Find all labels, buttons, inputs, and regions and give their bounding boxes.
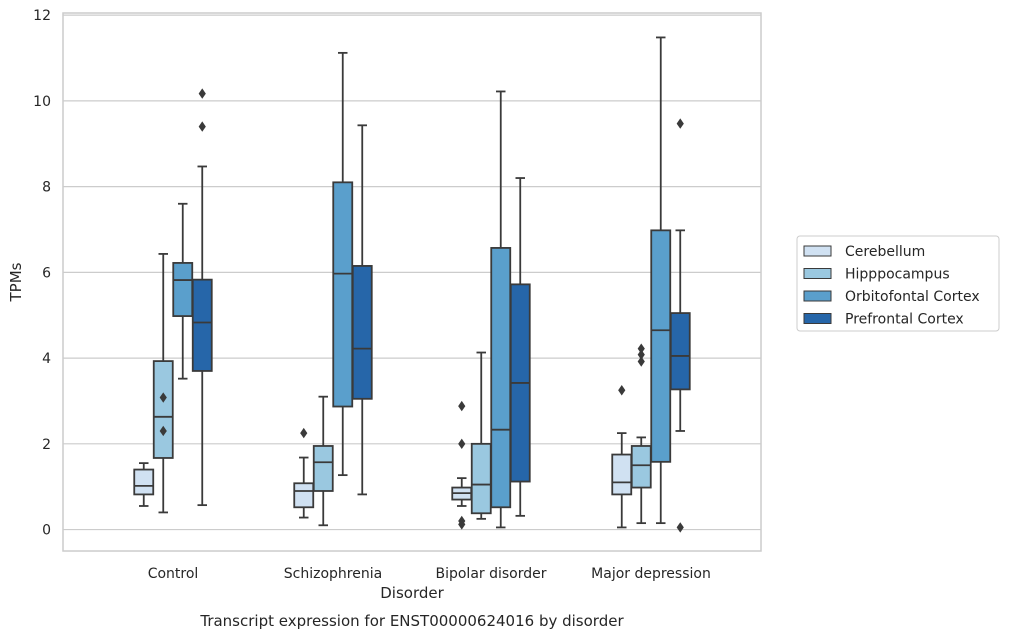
outlier-point xyxy=(458,400,466,412)
iqr-box xyxy=(293,482,315,509)
outlier-point xyxy=(458,438,466,450)
box-3-2 xyxy=(650,36,672,525)
iqr-box xyxy=(669,312,691,391)
outlier-point xyxy=(458,519,466,530)
legend-swatch xyxy=(803,313,832,324)
box-0-2 xyxy=(172,202,194,380)
legend: Cerebellum Hipppocampus Orbitofontal Corte… xyxy=(796,235,1000,332)
outlier-point xyxy=(159,425,167,437)
box-2-3 xyxy=(509,177,531,517)
box-3-3 xyxy=(669,118,691,533)
box-2-1 xyxy=(470,351,492,520)
iqr-box xyxy=(630,445,652,489)
iqr-box xyxy=(611,453,633,496)
box-3-1 xyxy=(630,343,652,525)
y-tick-label: 10 xyxy=(33,94,51,110)
box-0-0 xyxy=(133,462,155,507)
x-axis-label: Disorder xyxy=(380,584,444,602)
box-0-3 xyxy=(191,88,213,507)
outlier-point xyxy=(618,385,626,396)
outlier-point xyxy=(300,427,308,439)
box-1-1 xyxy=(312,395,334,527)
y-axis-label: TPMs xyxy=(7,262,25,302)
y-tick-label: 0 xyxy=(42,523,51,539)
box-0-1 xyxy=(152,253,174,514)
iqr-box xyxy=(351,265,373,400)
box-groups xyxy=(133,36,691,533)
outlier-point xyxy=(637,343,645,354)
iqr-box xyxy=(152,360,174,459)
legend-entry: Orbitofontal Cortex xyxy=(845,289,980,305)
legend-entry: Cerebellum xyxy=(845,244,925,260)
outlier-point xyxy=(637,356,645,367)
iqr-box xyxy=(172,262,194,317)
outlier-point xyxy=(159,392,167,403)
legend-entry: Hipppocampus xyxy=(845,267,950,283)
iqr-box xyxy=(650,229,672,463)
outlier-point xyxy=(637,349,645,360)
outlier-point xyxy=(198,121,206,132)
iqr-box xyxy=(470,442,492,515)
iqr-box xyxy=(312,445,334,492)
outlier-point xyxy=(198,88,206,99)
y-tick-label: 2 xyxy=(42,437,51,453)
outlier-point xyxy=(676,522,684,533)
y-tick-label: 6 xyxy=(42,265,51,281)
legend-swatch xyxy=(803,268,832,279)
box-2-0 xyxy=(451,400,473,530)
x-tick-label: Bipolar disorder xyxy=(435,566,546,582)
chart-caption: Transcript expression for ENST0000062401… xyxy=(199,612,624,630)
y-tick-label: 12 xyxy=(33,8,51,24)
legend-swatch xyxy=(803,245,832,257)
box-1-0 xyxy=(293,427,315,519)
box-1-3 xyxy=(351,124,373,496)
iqr-box xyxy=(133,468,155,496)
x-tick-label: Schizophrenia xyxy=(284,566,382,582)
y-axis-ticks: 0 2 4 6 8 10 12 xyxy=(33,8,51,538)
x-tick-label: Major depression xyxy=(591,566,711,582)
iqr-box xyxy=(191,278,213,372)
x-tick-label: Control xyxy=(148,566,199,582)
box-3-0 xyxy=(611,385,633,529)
x-axis-ticks: Control Schizophrenia Bipolar disorder Majo… xyxy=(148,566,711,582)
box-1-2 xyxy=(332,51,354,477)
plot-area xyxy=(62,12,762,552)
y-tick-label: 4 xyxy=(42,351,51,367)
legend-entry: Prefrontal Cortex xyxy=(845,312,964,328)
outlier-point xyxy=(676,118,684,129)
box-2-2 xyxy=(490,90,512,529)
iqr-box xyxy=(490,247,512,509)
y-tick-label: 8 xyxy=(42,180,51,196)
iqr-box xyxy=(332,181,354,408)
legend-frame xyxy=(796,235,1000,332)
legend-swatch xyxy=(803,290,832,302)
